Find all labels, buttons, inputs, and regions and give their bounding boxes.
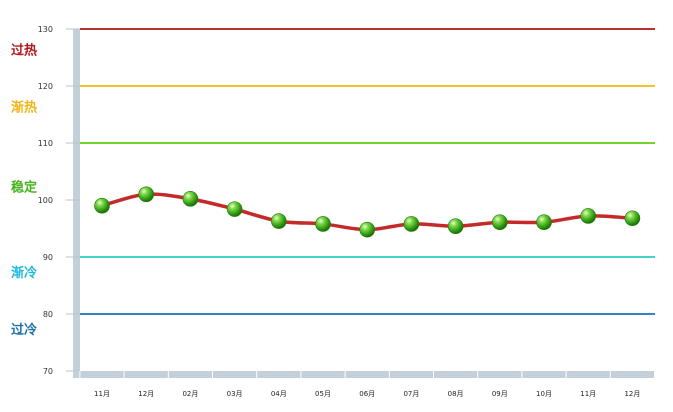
zone-label: 过热 [11,43,37,59]
data-point-marker [138,186,154,203]
zone-label: 稳定 [11,179,37,195]
data-point-marker [270,213,287,229]
threshold-lines [80,28,655,315]
zone-label: 过冷 [11,322,37,338]
data-point-marker [491,214,508,231]
x-tick-label: 12月 [624,390,640,398]
x-axis-bar-fill [73,371,655,378]
data-point-marker [447,218,464,235]
y-tick-label: 80 [43,310,53,319]
x-axis-bar [73,371,655,378]
x-tick-label: 02月 [182,390,198,398]
x-tick-label: 06月 [359,390,375,398]
data-point-marker [536,214,552,231]
y-tick-labels: 70 80 90 100 110 120 130 [38,25,53,376]
x-tick-label: 11月 [580,390,596,398]
x-tick-label: 03月 [227,390,243,398]
x-tick-label: 12月 [138,390,154,398]
data-point-marker [359,221,376,238]
zone-label: 渐热 [11,100,37,116]
x-tick-label: 08月 [448,390,464,398]
y-tick-label: 110 [38,139,53,148]
x-tick-label: 09月 [492,390,508,398]
data-point-marker [403,216,420,232]
y-axis-bar [66,28,80,378]
data-point-marker [226,201,243,217]
y-tick-label: 70 [43,367,53,376]
y-tick-label: 120 [38,82,53,91]
data-point-markers [94,186,641,238]
y-tick-label: 130 [38,25,53,34]
data-point-marker [624,210,641,227]
x-tick-label: 10月 [536,390,552,398]
x-tick-label: 11月 [94,390,110,398]
data-point-marker [315,216,331,232]
data-point-marker [94,197,110,214]
x-tick-label: 04月 [271,390,287,398]
data-point-marker [182,191,199,207]
y-axis-bar-fill [73,29,80,378]
x-tick-label: 05月 [315,390,331,398]
zone-label: 渐冷 [11,265,37,281]
x-tick-labels: 11月 12月 02月 03月 04月 05月 06月 07月 08月 09月 10月 11月 12月 [94,390,640,398]
y-tick-label: 100 [38,196,53,205]
data-point-marker [580,208,597,224]
x-tick-label: 07月 [403,390,419,398]
y-tick-label: 90 [43,253,53,262]
